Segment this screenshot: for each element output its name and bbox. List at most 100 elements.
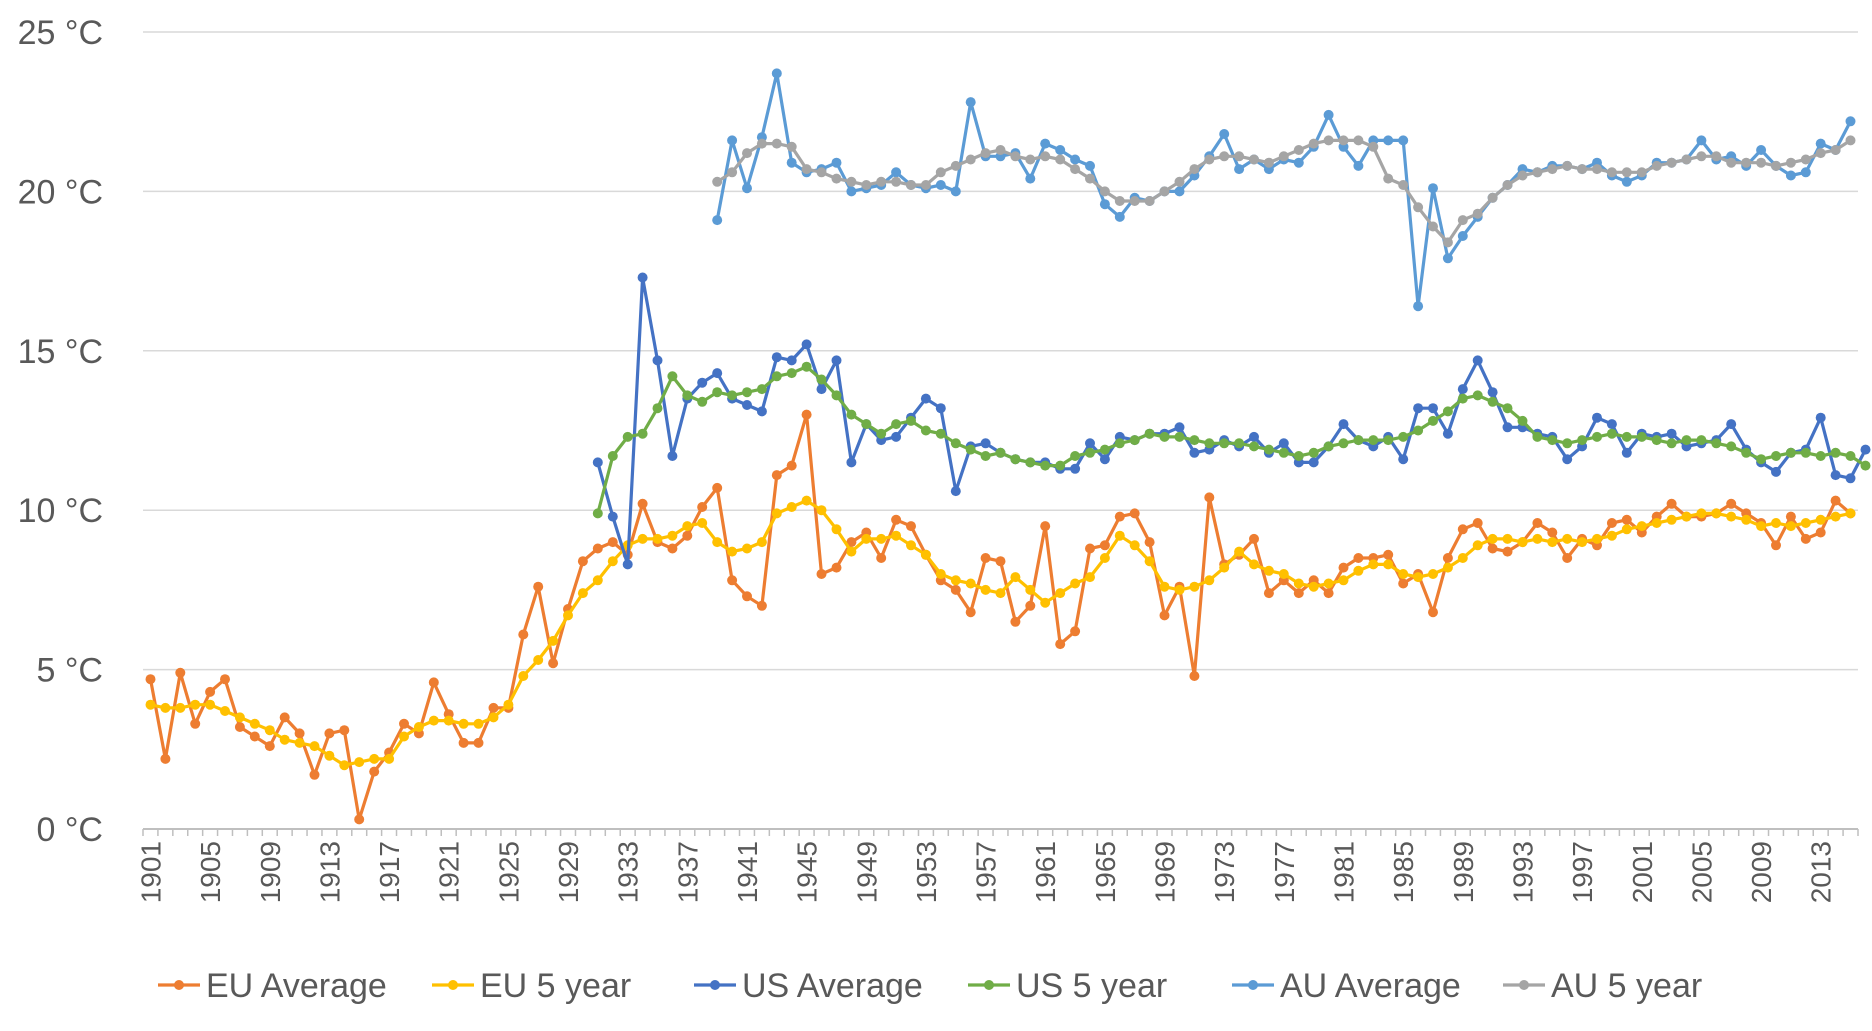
data-point [1204, 438, 1215, 449]
data-point [369, 766, 380, 777]
data-point [1442, 553, 1453, 563]
data-point [309, 741, 320, 752]
series-us-5-year [592, 361, 1871, 519]
data-point [876, 176, 887, 187]
data-point [1621, 447, 1632, 458]
data-point [1457, 393, 1468, 404]
data-point [1263, 565, 1274, 576]
data-point [1249, 431, 1259, 442]
data-point [1263, 588, 1274, 599]
data-point [563, 610, 573, 621]
data-point [1353, 565, 1364, 576]
data-point [1771, 160, 1781, 171]
data-point [876, 428, 887, 439]
data-point [1159, 610, 1170, 621]
data-point [1532, 518, 1543, 528]
legend-label: US 5 year [1016, 967, 1167, 1005]
data-point [906, 521, 916, 532]
data-point [1189, 164, 1200, 175]
data-point [443, 715, 454, 726]
data-point [1428, 403, 1438, 414]
data-point [1651, 160, 1662, 171]
data-point [309, 769, 320, 780]
data-point [1338, 419, 1349, 430]
data-point [935, 180, 946, 190]
data-point [1398, 431, 1409, 442]
data-point [801, 361, 812, 372]
data-point [1696, 135, 1707, 146]
data-point [1428, 415, 1438, 426]
data-point [667, 451, 678, 461]
data-point [1726, 419, 1737, 430]
data-point [577, 588, 588, 599]
data-point [279, 734, 290, 745]
data-point [891, 176, 902, 187]
data-point [1040, 138, 1051, 149]
data-point [548, 658, 559, 669]
data-point [145, 699, 156, 710]
data-point [1651, 518, 1662, 528]
data-point [1398, 135, 1409, 146]
data-point [1204, 575, 1215, 586]
data-point [1606, 518, 1617, 528]
data-point [1845, 451, 1856, 461]
data-point [756, 406, 767, 417]
data-point [950, 160, 961, 171]
data-point [786, 368, 797, 379]
legend-item: US 5 year [968, 967, 1167, 1005]
data-point [1606, 428, 1617, 439]
data-point [980, 584, 991, 595]
data-point [831, 524, 842, 535]
data-point [369, 753, 380, 764]
data-point [1055, 154, 1066, 165]
legend-label: EU 5 year [480, 967, 631, 1005]
data-point [1413, 403, 1424, 414]
data-point [607, 537, 618, 548]
data-point [712, 482, 723, 493]
data-point [1562, 454, 1573, 465]
data-point [637, 498, 648, 509]
data-point [1800, 447, 1811, 458]
data-point [1368, 435, 1379, 446]
data-point [801, 339, 812, 350]
data-point [1487, 192, 1498, 203]
data-point [1621, 431, 1632, 442]
data-point [1547, 537, 1558, 548]
data-point [1830, 470, 1841, 481]
y-tick-label: 0 °C [36, 811, 103, 849]
data-point [1249, 533, 1259, 544]
data-point [1472, 355, 1483, 366]
data-point [1323, 135, 1334, 146]
data-point [831, 562, 842, 573]
x-tick-label: 1925 [493, 841, 524, 903]
data-point [846, 537, 857, 548]
legend-label: EU Average [206, 967, 387, 1005]
data-point [1368, 141, 1379, 152]
data-point [980, 553, 991, 563]
x-tick-label: 1917 [374, 841, 405, 903]
data-point [1099, 553, 1110, 563]
data-point [1085, 160, 1095, 171]
data-point [458, 737, 469, 748]
data-point [1517, 170, 1528, 181]
legend-marker [1519, 980, 1529, 990]
data-point [1428, 607, 1438, 618]
x-tick-label: 1977 [1269, 841, 1300, 903]
data-point [1040, 597, 1051, 608]
data-point [980, 438, 991, 449]
data-point [816, 505, 827, 516]
data-point [1666, 428, 1677, 439]
data-point [1681, 435, 1692, 446]
data-point [1756, 157, 1767, 168]
data-point [1428, 183, 1438, 194]
data-point [1532, 533, 1543, 544]
data-point [1726, 441, 1737, 452]
data-point [1696, 151, 1707, 162]
data-point [1189, 671, 1200, 681]
data-point [861, 180, 872, 190]
data-point [1040, 460, 1051, 471]
data-point [1741, 447, 1752, 458]
data-point [1234, 438, 1245, 449]
data-point [965, 578, 976, 589]
data-point [995, 588, 1006, 599]
